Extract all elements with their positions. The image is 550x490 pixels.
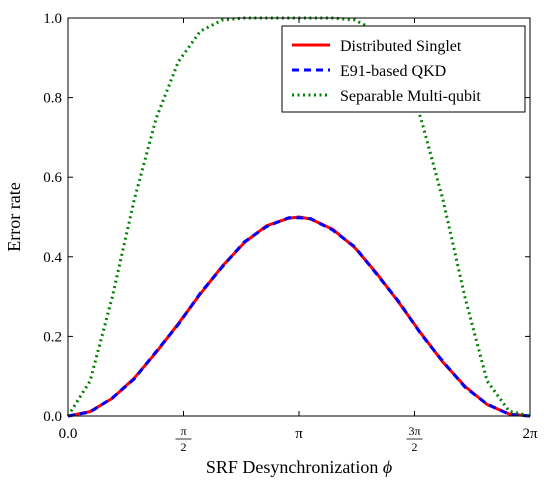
x-tick-label: 0.0 [59, 426, 78, 442]
legend-label-separable-multi-qubit: Separable Multi-qubit [340, 88, 481, 105]
y-axis-label: Error rate [4, 182, 24, 251]
x-tick-label: π [295, 426, 303, 442]
y-tick-label: 1.0 [43, 11, 62, 27]
legend-label-distributed-singlet: Distributed Singlet [340, 38, 462, 55]
series-line-distributed-singlet [67, 215, 531, 418]
x-tick-label-denominator: 2 [181, 440, 187, 454]
y-tick-label: 0.8 [43, 91, 62, 107]
legend-label-e91-based-qkd: E91-based QKD [340, 63, 446, 80]
y-tick-label: 0.2 [43, 329, 62, 345]
x-axis-label-text: SRF Desynchronization [206, 457, 379, 477]
y-tick-label: 0.0 [43, 409, 62, 425]
legend: Distributed Singlet E91-based QKD Separa… [281, 25, 526, 113]
x-tick-label: 2π [522, 426, 538, 442]
x-tick-label-numerator: π [180, 424, 186, 438]
y-tick-label: 0.4 [43, 250, 62, 266]
y-tick-label: 0.6 [43, 170, 62, 186]
x-tick-label-numerator: 3π [408, 424, 420, 438]
x-tick-label-denominator: 2 [412, 440, 418, 454]
x-axis-symbol: ϕ [383, 457, 392, 477]
x-axis-label: SRF Desynchronization ϕ [206, 457, 392, 477]
series-line-e91-based-qkd [67, 216, 531, 418]
